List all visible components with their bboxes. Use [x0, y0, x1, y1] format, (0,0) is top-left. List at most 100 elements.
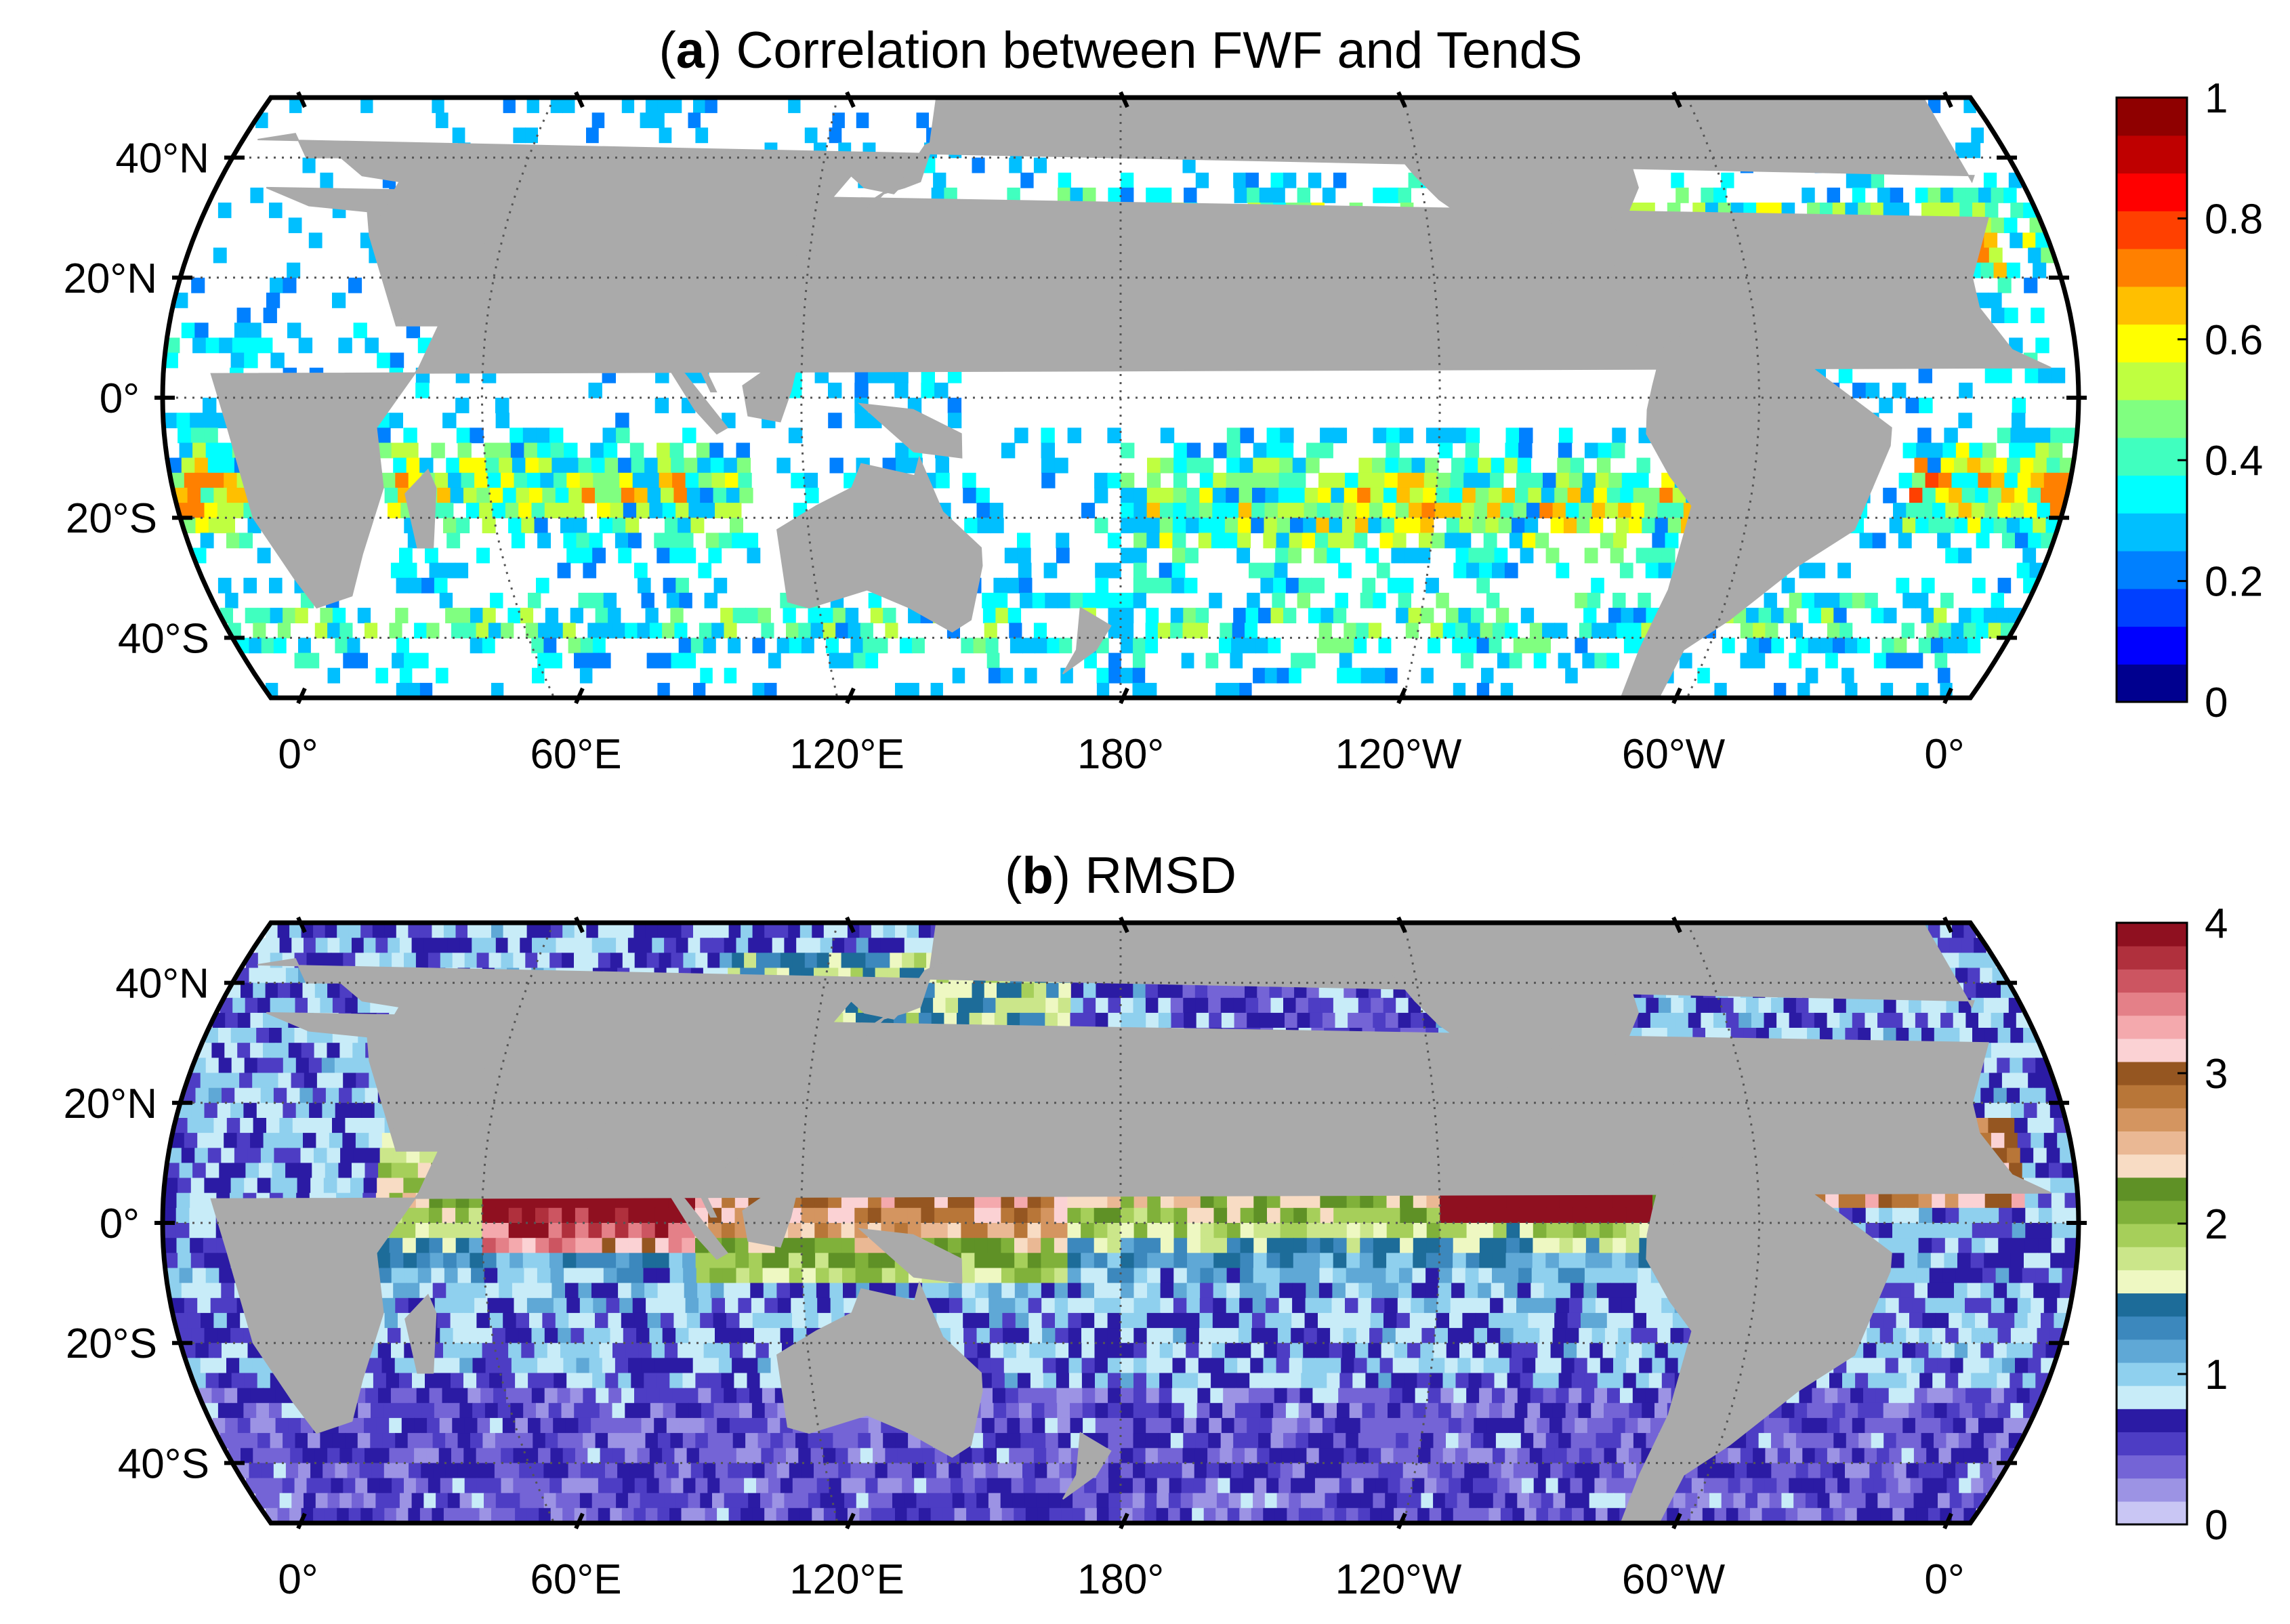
colorbar-tick-label: 2 — [2205, 1201, 2228, 1248]
colorbar-tick-label: 0.2 — [2205, 559, 2263, 606]
land-southamerica — [1620, 325, 1892, 698]
land-madagascar — [404, 468, 437, 549]
land-philippines — [802, 289, 835, 363]
colorbar-swatch — [2117, 1270, 2187, 1294]
colorbar-swatch — [2117, 173, 2187, 211]
colorbar-swatch — [2117, 1038, 2187, 1062]
colorbar-swatch — [2117, 923, 2187, 946]
colorbar-swatch — [2117, 1015, 2187, 1039]
panel-title: (a) Correlation between FWF and TendS — [659, 22, 1582, 79]
colorbar-swatch — [2117, 98, 2187, 136]
lat-label: 40°N — [115, 961, 209, 1007]
colorbar-swatch — [2117, 1177, 2187, 1201]
colorbar-tick-label: 0.6 — [2205, 317, 2263, 364]
title-text: Correlation between FWF and TendS — [736, 22, 1583, 79]
colorbar-swatch — [2117, 664, 2187, 703]
land-newguinea — [858, 1228, 963, 1284]
colorbar-swatch — [2117, 969, 2187, 993]
lat-label: 40°S — [118, 1440, 209, 1487]
lat-label: 40°S — [118, 615, 209, 662]
lat-label: 0° — [100, 375, 140, 422]
colorbar-swatch — [2117, 1478, 2187, 1502]
land-cuba — [1615, 259, 1672, 278]
colorbar-swatch — [2117, 211, 2187, 249]
colorbar-swatch — [2117, 400, 2187, 438]
title-paren-close: ) — [1054, 847, 1085, 904]
colorbar-swatch — [2117, 1224, 2187, 1247]
lat-label: 20°S — [66, 1320, 157, 1367]
colorbar-swatch — [2117, 1154, 2187, 1178]
lon-label: 0° — [278, 1556, 318, 1603]
land-australia — [776, 1281, 983, 1458]
colorbar-tick-label: 0.4 — [2205, 438, 2263, 484]
title-paren-close: ) — [705, 22, 736, 79]
colorbar-swatch — [2117, 437, 2187, 476]
colorbar-tick-label: 0.8 — [2205, 196, 2263, 243]
title-paren-open: ( — [1005, 847, 1022, 904]
colorbar-swatch — [2117, 1386, 2187, 1409]
lat-label: 20°N — [63, 255, 157, 302]
colorbar-swatch — [2117, 1409, 2187, 1432]
colorbar-tick-label: 1 — [2205, 75, 2228, 122]
lat-label: 0° — [100, 1201, 140, 1247]
land-masses — [210, 923, 2052, 1523]
colorbar-swatch — [2117, 475, 2187, 514]
lat-label: 40°N — [115, 136, 209, 182]
lon-label: 120°W — [1335, 731, 1462, 778]
land-cuba — [1615, 1084, 1672, 1104]
colorbar-swatch — [2117, 1339, 2187, 1363]
land-australia — [776, 455, 983, 633]
land-northamerica — [1191, 923, 1699, 1176]
land-masses — [210, 98, 2052, 698]
colorbar-frame — [2115, 96, 2188, 703]
lat-label: 20°S — [66, 495, 157, 542]
land-philippines — [802, 1114, 835, 1188]
land-newzealand — [1062, 606, 1112, 675]
colorbar-swatch — [2117, 362, 2187, 400]
land-borneo — [742, 1180, 797, 1248]
colorbar-tick-label: 0 — [2205, 1502, 2228, 1549]
colorbar-swatch — [2117, 588, 2187, 627]
map-panel-a: (a) Correlation between FWF and TendS 40°… — [63, 22, 2263, 778]
map-area — [163, 923, 2079, 1523]
colorbar-swatch — [2117, 286, 2187, 325]
colorbar-swatch — [2117, 249, 2187, 287]
graticule — [163, 98, 2079, 698]
colorbar-swatch — [2117, 1362, 2187, 1386]
colorbar-tick-label: 3 — [2205, 1051, 2228, 1098]
colorbar-swatch — [2117, 992, 2187, 1016]
colorbar-swatch — [2117, 135, 2187, 174]
lon-label: 60°W — [1622, 731, 1726, 778]
lon-label: 60°W — [1622, 1556, 1726, 1603]
colorbar-swatch — [2117, 1455, 2187, 1479]
colorbar-swatch — [2117, 1293, 2187, 1317]
colorbar-tick-label: 0 — [2205, 680, 2228, 726]
colorbar-swatch — [2117, 513, 2187, 551]
land-srilanka — [583, 342, 602, 363]
land-newzealand — [1062, 1432, 1112, 1500]
map-frame — [160, 95, 2081, 701]
land-japan — [865, 958, 951, 1037]
colorbar-swatch — [2117, 551, 2187, 589]
land-baja — [1450, 209, 1486, 262]
land-newguinea — [858, 402, 963, 459]
title-letter: a — [676, 22, 705, 79]
graticule — [163, 923, 2079, 1523]
colorbar-tick-label: 1 — [2205, 1352, 2228, 1398]
panel-title: (b) RMSD — [1005, 847, 1236, 904]
lon-label: 60°E — [530, 1556, 621, 1603]
title-paren-open: ( — [659, 22, 675, 79]
colorbar: 4 3 2 1 0 — [2115, 900, 2228, 1549]
lon-label: 0° — [278, 731, 318, 778]
lon-label: 0° — [1924, 1556, 1964, 1603]
lon-label: 120°W — [1335, 1556, 1462, 1603]
map-frame — [160, 920, 2081, 1526]
colorbar-swatch — [2117, 1432, 2187, 1456]
land-northamerica — [1191, 98, 1699, 351]
land-southamerica — [1620, 1150, 1892, 1523]
land-madagascar — [404, 1293, 437, 1374]
map-area — [163, 98, 2079, 698]
colorbar-swatch — [2117, 1061, 2187, 1085]
lon-label: 120°E — [789, 731, 904, 778]
lon-label: 60°E — [530, 731, 621, 778]
